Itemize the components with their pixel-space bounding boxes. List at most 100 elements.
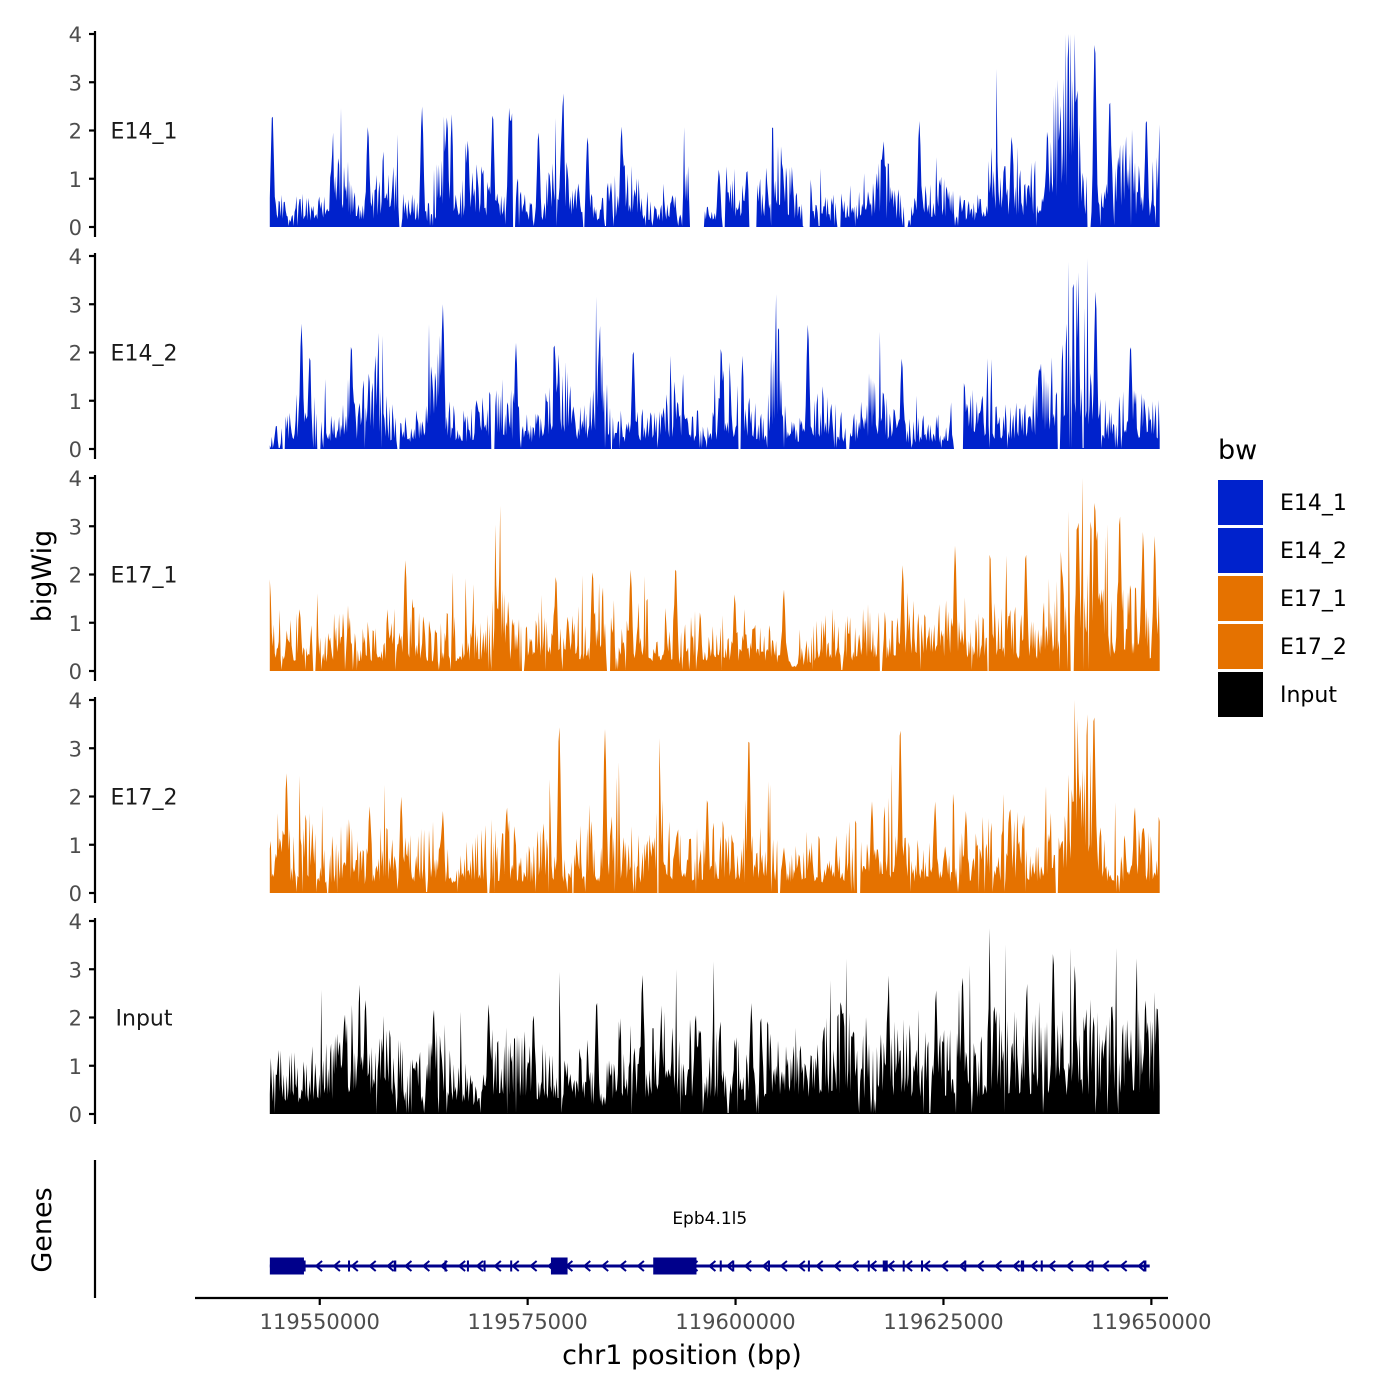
- strand-arrow: [529, 1260, 538, 1272]
- strand-arrow: [993, 1260, 1003, 1272]
- strand-arrow: [1011, 1260, 1021, 1272]
- track-label: E17_1: [111, 564, 178, 589]
- strand-arrow: [958, 1260, 967, 1272]
- strand-arrow: [886, 1260, 895, 1272]
- gene-exon: [807, 1260, 810, 1272]
- strand-arrow: [314, 1260, 323, 1272]
- track-label: Input: [116, 1007, 173, 1032]
- y-tick-label: 1: [69, 834, 82, 858]
- strand-arrow: [1029, 1260, 1038, 1272]
- legend-label: E17_2: [1280, 635, 1347, 660]
- y-tick-label: 4: [69, 23, 82, 47]
- strand-arrow: [833, 1260, 842, 1272]
- strand-arrow: [1136, 1260, 1146, 1272]
- strand-arrow: [779, 1260, 788, 1272]
- x-tick-label: 119575000: [468, 1310, 588, 1334]
- gene-exon: [466, 1260, 469, 1272]
- y-tick-label: 1: [69, 168, 82, 192]
- legend-key-E14_2: [1218, 528, 1263, 573]
- strand-arrow: [815, 1260, 824, 1272]
- gene-exon: [867, 1260, 870, 1272]
- gene-exon: [1020, 1260, 1025, 1272]
- gene-exon: [348, 1260, 351, 1272]
- gene-exon: [550, 1257, 568, 1275]
- x-tick-label: 119550000: [260, 1310, 380, 1334]
- legend-key-E14_1: [1218, 480, 1263, 525]
- bigwig-tracks: 0 1 2 3 4 E14_1 0 1 2 3 4 E14_2 0 1 2 3 4 E17_1 0 1 2 3 4 E17_2…: [69, 23, 1160, 1127]
- strand-arrow: [976, 1260, 985, 1272]
- strand-arrow: [636, 1260, 645, 1272]
- track-Input: 0 1 2 3 4 Input: [69, 910, 1160, 1127]
- strand-arrow: [797, 1260, 806, 1272]
- y-tick-label: 1: [69, 390, 82, 414]
- legend-label: E17_1: [1280, 587, 1347, 612]
- signal-area-E17_2: [269, 700, 1160, 893]
- y-tick-label: 0: [69, 882, 82, 906]
- y-tick-label: 0: [69, 438, 82, 462]
- y-tick-label: 4: [69, 689, 82, 713]
- y-tick-label: 2: [69, 786, 82, 810]
- gene-exon: [444, 1260, 447, 1272]
- x-axis-title: chr1 position (bp): [562, 1340, 802, 1371]
- gene-exon: [1091, 1260, 1094, 1272]
- strand-arrow: [368, 1260, 377, 1272]
- track-label: E14_1: [111, 120, 178, 145]
- y-tick-label: 1: [69, 612, 82, 636]
- track-E17_2: 0 1 2 3 4 E17_2: [69, 689, 1160, 906]
- strand-arrow: [493, 1260, 502, 1272]
- legend-title: bw: [1218, 435, 1257, 466]
- gene-exon: [1143, 1260, 1147, 1272]
- gene-exon: [653, 1257, 697, 1275]
- track-E14_1: 0 1 2 3 4 E14_1: [69, 23, 1160, 240]
- strand-arrow: [904, 1260, 913, 1272]
- legend-label: E14_2: [1280, 539, 1347, 564]
- y-tick-label: 0: [69, 660, 82, 684]
- legend-label: E14_1: [1280, 491, 1347, 516]
- strand-arrow: [707, 1260, 717, 1272]
- x-axis: 119550000 119575000 119600000 119625000 1196…: [195, 1296, 1211, 1334]
- strand-arrow: [922, 1260, 931, 1272]
- legend-label: Input: [1280, 683, 1337, 708]
- strand-arrow: [868, 1260, 877, 1272]
- strand-arrow: [332, 1260, 341, 1272]
- gene-exon: [510, 1260, 513, 1272]
- signal-area-E14_2: [269, 258, 1160, 449]
- legend-key-Input: [1218, 672, 1263, 717]
- gene-exon: [1040, 1260, 1043, 1272]
- y-tick-label: 0: [69, 216, 82, 240]
- strand-arrow: [725, 1260, 734, 1272]
- y-tick-label: 2: [69, 120, 82, 144]
- strand-arrow: [386, 1260, 395, 1272]
- track-label: E17_2: [111, 786, 178, 811]
- strand-arrow: [1083, 1260, 1092, 1272]
- y-tick-label: 2: [69, 1007, 82, 1031]
- y-tick-label: 3: [69, 71, 82, 95]
- strand-arrow: [618, 1260, 627, 1272]
- gene-track-title: Genes: [27, 1187, 58, 1272]
- y-tick-label: 4: [69, 910, 82, 934]
- strand-arrow: [1101, 1260, 1110, 1272]
- signal-area-E17_1: [269, 478, 1160, 671]
- y-axis-title: bigWig: [27, 530, 58, 623]
- y-tick-label: 1: [69, 1055, 82, 1079]
- strand-arrow: [850, 1260, 860, 1272]
- signal-area-Input: [269, 928, 1160, 1114]
- legend-key-E17_1: [1218, 576, 1263, 621]
- y-tick-label: 3: [69, 515, 82, 539]
- gene-exon: [483, 1260, 486, 1272]
- strand-arrow: [582, 1260, 591, 1272]
- gene-exon: [882, 1260, 888, 1272]
- gene-exon: [767, 1260, 770, 1272]
- gene-exon: [393, 1260, 397, 1272]
- legend: bw E14_1 E14_2 E17_1 E17_2 Input: [1218, 435, 1347, 717]
- gene-exon: [732, 1260, 735, 1272]
- gene-exon: [269, 1257, 304, 1275]
- y-tick-label: 4: [69, 245, 82, 269]
- gene-name-label: Epb4.1l5: [672, 1209, 747, 1229]
- signal-area-E14_1: [269, 34, 1160, 227]
- x-tick-label: 119600000: [675, 1310, 795, 1334]
- track-E17_1: 0 1 2 3 4 E17_1: [69, 467, 1160, 684]
- y-tick-label: 4: [69, 467, 82, 491]
- strand-arrow: [457, 1260, 466, 1272]
